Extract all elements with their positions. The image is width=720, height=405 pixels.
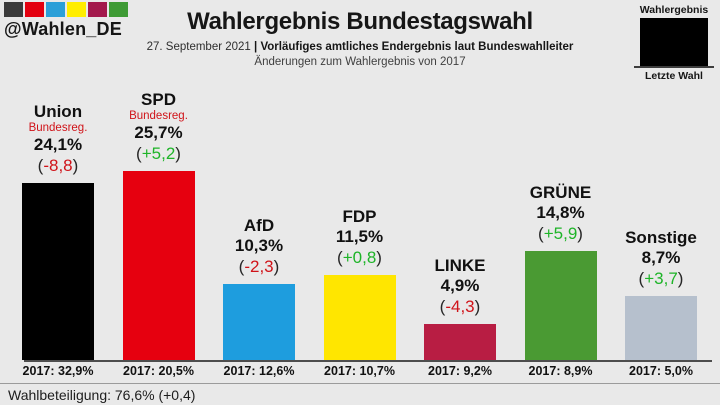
result-bar	[22, 183, 94, 360]
party-coalition-tag: Bundesreg.	[129, 110, 188, 122]
subtitle-official-result: Vorläufiges amtliches Endergebnis laut B…	[260, 41, 574, 53]
change-paren: (	[37, 156, 44, 175]
party-column: LINKE 4,9% (-4,3) 2017: 9,2%	[410, 0, 510, 405]
legend-lastelection-label: Letzte Wahl	[645, 70, 703, 82]
party-result-percent: 11,5%	[335, 227, 384, 246]
logo-color-block	[46, 2, 65, 17]
legend-result-label: Wahlergebnis	[639, 4, 709, 16]
change-paren: )	[577, 224, 583, 243]
change-paren: (	[538, 224, 544, 243]
legend-lastelection-line	[634, 66, 714, 68]
party-change-value: (-8,8)	[38, 155, 79, 176]
change-number: +3,7	[644, 269, 678, 288]
party-result-percent: 10,3%	[234, 236, 284, 255]
change-number: +5,9	[543, 224, 578, 243]
party-name: SPD	[141, 90, 176, 109]
party-name: Union	[33, 102, 83, 121]
party-2017-result: 2017: 12,6%	[223, 364, 295, 378]
result-bar	[524, 251, 597, 360]
change-paren: )	[677, 269, 684, 288]
party-color-blocks-logo	[4, 2, 154, 17]
party-label-stack: Sonstige 8,7% (+3,7)	[611, 228, 711, 360]
party-change-value: (-4,3)	[440, 296, 481, 317]
party-2017-result: 2017: 10,7%	[324, 364, 395, 378]
party-2017-result: 2017: 9,2%	[428, 364, 492, 378]
subtitle-date: 27. September 2021	[146, 41, 251, 53]
change-paren: )	[175, 144, 181, 163]
change-paren: )	[474, 297, 481, 316]
change-paren: (	[337, 248, 343, 267]
logo-color-block	[4, 2, 23, 17]
change-paren: (	[238, 257, 245, 276]
party-label-stack: AfD 10,3% (-2,3)	[209, 216, 309, 360]
party-label-stack: SPD Bundesreg. 25,7% (+5,2)	[109, 90, 209, 360]
change-paren: )	[273, 257, 280, 276]
logo-color-block	[67, 2, 86, 17]
party-result-percent: 25,7%	[134, 123, 183, 142]
turnout-label: Wahlbeteiligung: 76,6% (+0,4)	[8, 387, 196, 403]
party-name: GRÜNE	[529, 183, 592, 202]
party-name: AfD	[243, 216, 275, 235]
party-result-percent: 14,8%	[536, 203, 585, 222]
change-number: -8,8	[43, 156, 73, 175]
party-label-stack: FDP 11,5% (+0,8)	[310, 207, 410, 360]
logo-color-block	[109, 2, 128, 17]
page-title: Wahlergebnis Bundestagswahl	[187, 8, 533, 35]
party-column: GRÜNE 14,8% (+5,9) 2017: 8,9%	[511, 0, 611, 405]
twitter-handle: @Wahlen_DE	[4, 19, 122, 39]
party-column: FDP 11,5% (+0,8) 2017: 10,7%	[310, 0, 410, 405]
chart-baseline-axis	[24, 360, 712, 362]
party-label-stack: GRÜNE 14,8% (+5,9)	[511, 183, 611, 360]
change-number: -2,3	[244, 257, 274, 276]
party-label-stack: LINKE 4,9% (-4,3)	[410, 256, 510, 360]
logo-color-block	[88, 2, 107, 17]
header: Wahlergebnis Bundestagswahl 27. Septembe…	[120, 8, 600, 68]
legend: Wahlergebnis Letzte Wahl	[632, 4, 716, 82]
party-name: Sonstige	[625, 228, 697, 247]
result-bar	[122, 171, 195, 360]
party-result-percent: 8,7%	[641, 248, 681, 267]
logo-color-block	[25, 2, 44, 17]
party-change-value: (+0,8)	[337, 247, 382, 268]
change-paren: )	[72, 156, 79, 175]
subtitle-separator: |	[254, 41, 258, 53]
party-change-value: (+5,2)	[136, 143, 181, 164]
subtitle-changes-note: Änderungen zum Wahlergebnis von 2017	[254, 56, 466, 68]
party-change-value: (+5,9)	[538, 223, 583, 244]
party-change-value: (-2,3)	[239, 256, 280, 277]
party-result-percent: 4,9%	[440, 276, 480, 295]
party-label-stack: Union Bundesreg. 24,1% (-8,8)	[8, 102, 108, 360]
change-number: +5,2	[141, 144, 176, 163]
brand-logo: @Wahlen_DE	[4, 2, 154, 40]
footer-divider	[0, 383, 720, 384]
party-column: Union Bundesreg. 24,1% (-8,8) 2017: 32,9%	[8, 0, 108, 405]
party-2017-result: 2017: 5,0%	[629, 364, 693, 378]
party-coalition-tag: Bundesreg.	[28, 122, 88, 134]
subtitle: 27. September 2021 | Vorläufiges amtlich…	[120, 41, 600, 53]
party-name: LINKE	[434, 256, 486, 275]
change-paren: )	[376, 248, 382, 267]
party-change-value: (+3,7)	[639, 268, 684, 289]
party-2017-result: 2017: 20,5%	[123, 364, 194, 378]
party-column: SPD Bundesreg. 25,7% (+5,2) 2017: 20,5%	[109, 0, 209, 405]
change-number: +0,8	[342, 248, 377, 267]
result-bar	[323, 275, 396, 360]
result-bar	[223, 284, 295, 360]
change-paren: (	[439, 297, 446, 316]
party-column: Sonstige 8,7% (+3,7) 2017: 5,0%	[611, 0, 711, 405]
party-result-percent: 24,1%	[33, 135, 83, 154]
result-bar	[625, 296, 697, 360]
change-paren: (	[136, 144, 142, 163]
party-2017-result: 2017: 32,9%	[22, 364, 94, 378]
party-2017-result: 2017: 8,9%	[528, 364, 593, 378]
party-name: FDP	[342, 207, 377, 226]
change-number: -4,3	[445, 297, 475, 316]
result-bar	[424, 324, 496, 360]
party-column: AfD 10,3% (-2,3) 2017: 12,6%	[209, 0, 309, 405]
legend-result-swatch	[640, 18, 708, 66]
change-paren: (	[638, 269, 645, 288]
